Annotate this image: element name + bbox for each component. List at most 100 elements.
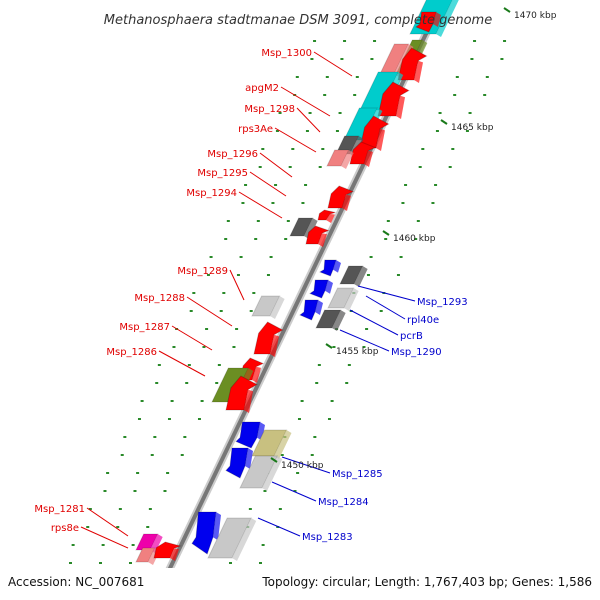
tick-mark (313, 436, 317, 438)
tick-mark (338, 112, 342, 114)
gene-msp-1284b[interactable] (239, 455, 283, 491)
gene-label-right[interactable]: Msp_1283 (302, 532, 353, 543)
tick-mark (465, 130, 469, 132)
tick-mark (266, 274, 270, 276)
gene-arrow[interactable] (377, 81, 410, 119)
tick-mark (271, 202, 275, 204)
gene-msp-1288[interactable] (253, 321, 284, 357)
gene-label-right[interactable]: Msp_1284 (318, 497, 369, 508)
tick-mark (239, 256, 243, 258)
tick-mark (205, 328, 209, 330)
tick-mark (396, 274, 400, 276)
gene-label-left[interactable]: Msp_1281 (34, 504, 85, 515)
gene-label-right[interactable]: rpl40e (407, 315, 439, 326)
tick-mark (278, 112, 282, 114)
tick-mark (98, 562, 102, 564)
map-title: Methanosphaera stadtmanae DSM 3091, comp… (104, 13, 492, 28)
tick-mark (256, 220, 260, 222)
gene-arrow[interactable] (225, 375, 258, 413)
tick-mark (170, 400, 174, 402)
gene-arrow[interactable] (414, 11, 441, 33)
tick-mark (71, 544, 75, 546)
gene-label-left[interactable]: Msp_1296 (207, 149, 258, 160)
tick-mark (258, 562, 262, 564)
gene-msp-1294b[interactable] (289, 217, 318, 239)
tick-mark (288, 166, 292, 168)
gene-msp-1285[interactable] (235, 421, 265, 449)
gene-label-left[interactable]: Msp_1287 (119, 322, 170, 333)
gene-label-left[interactable]: Msp_1294 (186, 188, 237, 199)
tick-mark (254, 238, 258, 240)
gene-msp-1290[interactable] (299, 299, 323, 321)
gene-label-left[interactable]: Msp_1289 (177, 266, 228, 277)
gene-msp-1295[interactable] (327, 185, 355, 211)
gene-arrow[interactable] (153, 541, 182, 561)
tick-mark (353, 94, 357, 96)
tick-mark (284, 238, 288, 240)
gene-label-right[interactable]: Msp_1285 (332, 469, 383, 480)
tick-mark (228, 562, 232, 564)
gene-arrow[interactable] (397, 47, 428, 83)
tick-mark (120, 454, 124, 456)
gene-rpl40e[interactable] (318, 259, 341, 277)
leader-line (171, 325, 213, 351)
tick-mark (340, 58, 344, 60)
tick-mark (185, 382, 189, 384)
accession-text: Accession: NC_007681 (8, 575, 144, 589)
gene-label-right[interactable]: Msp_1293 (417, 297, 468, 308)
tick-mark (180, 454, 184, 456)
gene-msp-1289[interactable] (251, 295, 285, 319)
gene-arrow[interactable] (305, 225, 331, 247)
tick-mark (215, 382, 219, 384)
tick-mark (116, 526, 120, 528)
gene-label-left[interactable]: Msp_1298 (244, 104, 295, 115)
gene-msp-1296[interactable] (326, 149, 354, 169)
gene-arrow[interactable] (359, 115, 390, 151)
tick-mark (236, 274, 240, 276)
gene-label-left[interactable]: Msp_1286 (106, 347, 157, 358)
tick-mark (123, 436, 127, 438)
gene-pcrb-b[interactable] (327, 287, 359, 311)
gene-msp-1290b[interactable] (315, 309, 346, 331)
tick-mark (386, 220, 390, 222)
tick-mark (166, 472, 170, 474)
gene-label-left[interactable]: rps3Ae (238, 124, 273, 135)
gene-label-right[interactable]: Msp_1290 (391, 347, 442, 358)
tick-mark (421, 148, 425, 150)
tick-mark (189, 310, 193, 312)
tick-mark (261, 148, 265, 150)
gene-msp-1294[interactable] (317, 209, 336, 223)
gene-label-left[interactable]: rps8e (51, 523, 79, 534)
tick-mark (327, 418, 331, 420)
gene-msp-1284[interactable] (225, 447, 253, 479)
tick-mark (232, 346, 236, 348)
tick-mark (399, 256, 403, 258)
tick-mark (297, 418, 301, 420)
tick-mark (431, 202, 435, 204)
leader-line (281, 456, 331, 474)
gene-label-left[interactable]: Msp_1300 (261, 48, 312, 59)
tick-mark (131, 544, 135, 546)
leader-line (229, 269, 245, 301)
tick-mark (362, 346, 366, 348)
leader-line (158, 350, 206, 377)
ruler-label: 1470 kbp (514, 11, 557, 21)
gene-arrow[interactable] (349, 141, 377, 167)
gene-label-right[interactable]: pcrB (400, 331, 423, 342)
tick-mark (106, 472, 110, 474)
gene-label-left[interactable]: Msp_1288 (134, 293, 185, 304)
tick-mark (167, 418, 171, 420)
tick-mark (118, 508, 122, 510)
tick-mark (317, 364, 321, 366)
gene-pcrb[interactable] (308, 279, 333, 299)
gene-msp-1283b[interactable] (207, 517, 257, 561)
gene-msp-1293[interactable] (339, 265, 368, 287)
leader-line (274, 127, 317, 153)
tick-mark (455, 76, 459, 78)
gene-label-left[interactable]: Msp_1295 (197, 168, 248, 179)
gene-msp-1283[interactable] (191, 511, 221, 555)
tick-mark (404, 184, 408, 186)
gene-label-left[interactable]: apgM2 (245, 83, 279, 94)
tick-mark (345, 382, 349, 384)
